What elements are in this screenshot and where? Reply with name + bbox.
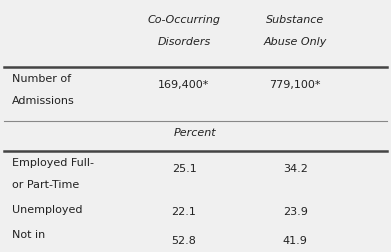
Text: 23.9: 23.9 <box>283 207 308 217</box>
Text: Disorders: Disorders <box>158 37 211 47</box>
Text: Number of: Number of <box>12 74 71 84</box>
Text: 25.1: 25.1 <box>172 164 196 174</box>
Text: Employed Full-: Employed Full- <box>12 158 93 168</box>
Text: Co-Occurring: Co-Occurring <box>147 15 221 25</box>
Text: 52.8: 52.8 <box>172 236 196 246</box>
Text: Abuse Only: Abuse Only <box>264 37 327 47</box>
Text: Percent: Percent <box>174 129 217 138</box>
Text: 41.9: 41.9 <box>283 236 308 246</box>
Text: Admissions: Admissions <box>12 96 74 106</box>
Text: 22.1: 22.1 <box>172 207 196 217</box>
Text: or Part-Time: or Part-Time <box>12 180 79 190</box>
Text: Substance: Substance <box>266 15 324 25</box>
Text: Not in: Not in <box>12 230 45 240</box>
Text: 779,100*: 779,100* <box>269 80 321 90</box>
Text: Unemployed: Unemployed <box>12 205 82 215</box>
Text: 169,400*: 169,400* <box>158 80 210 90</box>
Text: 34.2: 34.2 <box>283 164 308 174</box>
